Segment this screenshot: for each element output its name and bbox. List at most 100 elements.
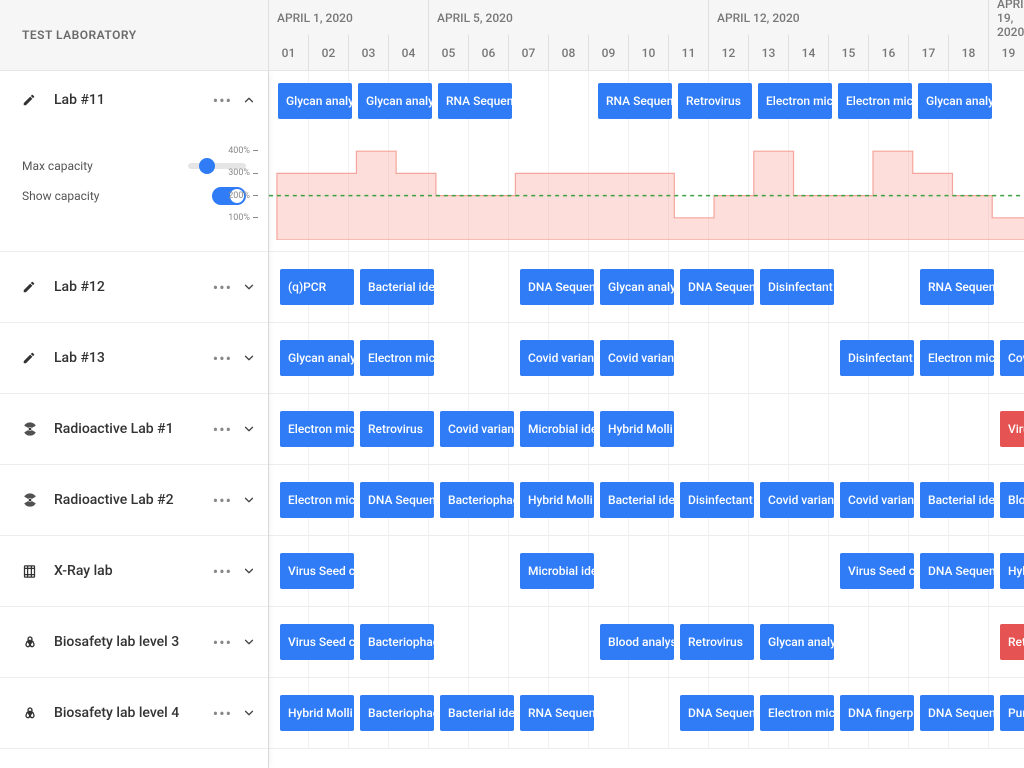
show-capacity-label: Show capacity	[22, 189, 99, 203]
day-cell[interactable]: 03	[349, 35, 389, 70]
task[interactable]: Electron microscopy	[280, 482, 354, 518]
day-cell[interactable]: 05	[429, 35, 469, 70]
date-group: APRIL 1, 2020	[269, 0, 429, 35]
day-cell[interactable]: 09	[589, 35, 629, 70]
task[interactable]: Retrovirus	[360, 411, 434, 447]
task[interactable]: Blood analysis	[600, 624, 674, 660]
timeline-row: Virus Seed culture Microbial identificati…	[269, 536, 1024, 607]
task[interactable]: Bacterial identification	[600, 482, 674, 518]
task[interactable]: Hybrid Molli	[280, 695, 354, 731]
task[interactable]: Covid variant	[440, 411, 514, 447]
chevron-down-icon[interactable]	[242, 422, 256, 436]
task[interactable]: DNA Sequencing	[680, 695, 754, 731]
day-cell[interactable]: 08	[549, 35, 589, 70]
task[interactable]: Electron microscopy	[838, 83, 912, 119]
task[interactable]: Electron microscopy	[760, 695, 834, 731]
task[interactable]: Covid variant	[600, 340, 674, 376]
timeline-row: Electron microscopyDNA SequencingBacteri…	[269, 465, 1024, 536]
task[interactable]: Bacterial identification	[360, 269, 434, 305]
task[interactable]: Bacteriophage	[440, 482, 514, 518]
task[interactable]: Glycan analysis	[760, 624, 834, 660]
task[interactable]: Virus Seed culture	[280, 553, 354, 589]
task[interactable]: Bacteriophage	[360, 624, 434, 660]
task[interactable]: RNA Sequencing	[520, 695, 594, 731]
task[interactable]: Glycan analysis	[280, 340, 354, 376]
task[interactable]: Covid variant	[760, 482, 834, 518]
day-cell[interactable]: 15	[829, 35, 869, 70]
day-cell[interactable]: 10	[629, 35, 669, 70]
timeline-body[interactable]: Glycan analysisGlycan analysisRNA Sequen…	[269, 71, 1024, 768]
day-cell[interactable]: 12	[709, 35, 749, 70]
task[interactable]: Microbial identification	[520, 553, 594, 589]
chevron-down-icon[interactable]	[242, 706, 256, 720]
task[interactable]: RNA Sequencing	[920, 269, 994, 305]
task[interactable]: Electron microscopy	[280, 411, 354, 447]
day-cell[interactable]: 11	[669, 35, 709, 70]
day-cell[interactable]: 14	[789, 35, 829, 70]
capacity-y-axis: 100%200%300%400%	[218, 129, 258, 240]
day-cell[interactable]: 01	[269, 35, 309, 70]
task[interactable]: Bacterial identification	[440, 695, 514, 731]
day-cell[interactable]: 07	[509, 35, 549, 70]
task[interactable]: Retrovirus	[680, 624, 754, 660]
task[interactable]: Glycan analysis	[358, 83, 432, 119]
task[interactable]: DNA Sequencing	[920, 695, 994, 731]
task[interactable]: Electron microscopy	[920, 340, 994, 376]
task[interactable]: Virus	[1000, 411, 1024, 447]
task[interactable]: RNA Sequencing	[438, 83, 512, 119]
task[interactable]: DNA Sequencing	[920, 553, 994, 589]
task[interactable]: Hybrid Molli	[600, 411, 674, 447]
task[interactable]: Glycan analysis	[918, 83, 992, 119]
task[interactable]: Disinfectant	[840, 340, 914, 376]
task[interactable]: Glycan analysis	[600, 269, 674, 305]
task[interactable]: RNA Sequencing	[598, 83, 672, 119]
day-cell[interactable]: 17	[909, 35, 949, 70]
task[interactable]: Blood	[1000, 482, 1024, 518]
task[interactable]: Covid variant	[520, 340, 594, 376]
chevron-down-icon[interactable]	[242, 280, 256, 294]
task[interactable]: Glycan analysis	[278, 83, 352, 119]
more-icon[interactable]: •••	[213, 633, 232, 652]
more-icon[interactable]: •••	[213, 91, 232, 110]
task[interactable]: Hybrid	[1000, 553, 1024, 589]
day-cell[interactable]: 18	[949, 35, 989, 70]
task[interactable]: Covid variant	[1000, 340, 1024, 376]
day-cell[interactable]: 02	[309, 35, 349, 70]
more-icon[interactable]: •••	[213, 704, 232, 723]
day-cell[interactable]: 16	[869, 35, 909, 70]
task[interactable]: Purification	[1000, 695, 1024, 731]
task[interactable]: Retrovirus	[1000, 624, 1024, 660]
task[interactable]: Bacterial identification	[920, 482, 994, 518]
task[interactable]: Retrovirus	[678, 83, 752, 119]
task[interactable]: Covid variant	[840, 482, 914, 518]
task[interactable]: Electron microscopy	[360, 340, 434, 376]
day-cell[interactable]: 06	[469, 35, 509, 70]
task[interactable]: Electron microscopy	[758, 83, 832, 119]
radioactive-icon	[22, 421, 40, 437]
task[interactable]: DNA fingerprinting	[840, 695, 914, 731]
task[interactable]: Virus Seed culture	[840, 553, 914, 589]
task[interactable]: Virus Seed culture	[280, 624, 354, 660]
chevron-down-icon[interactable]	[242, 351, 256, 365]
task[interactable]: Microbial identification	[520, 411, 594, 447]
day-cell[interactable]: 13	[749, 35, 789, 70]
chevron-up-icon[interactable]	[242, 93, 256, 107]
task[interactable]: Disinfectant	[760, 269, 834, 305]
task[interactable]: DNA Sequencing	[520, 269, 594, 305]
day-cell[interactable]: 04	[389, 35, 429, 70]
task[interactable]: Disinfectant	[680, 482, 754, 518]
chevron-down-icon[interactable]	[242, 635, 256, 649]
task[interactable]: (q)PCR	[280, 269, 354, 305]
more-icon[interactable]: •••	[213, 491, 232, 510]
task[interactable]: DNA Sequencing	[360, 482, 434, 518]
more-icon[interactable]: •••	[213, 562, 232, 581]
chevron-down-icon[interactable]	[242, 564, 256, 578]
more-icon[interactable]: •••	[213, 349, 232, 368]
more-icon[interactable]: •••	[213, 278, 232, 297]
task[interactable]: Hybrid Molli	[520, 482, 594, 518]
day-cell[interactable]: 19	[989, 35, 1024, 70]
chevron-down-icon[interactable]	[242, 493, 256, 507]
task[interactable]: DNA Sequencing	[680, 269, 754, 305]
task[interactable]: Bacteriophage	[360, 695, 434, 731]
more-icon[interactable]: •••	[213, 420, 232, 439]
